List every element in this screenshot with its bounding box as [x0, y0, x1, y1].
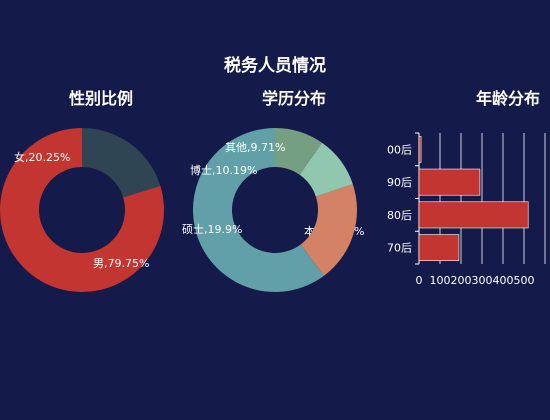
age-category-label-2: 80后 [387, 209, 412, 222]
education-slice-label-3: 其他,9.71% [225, 141, 285, 154]
gender-chart-title: 性别比例 [69, 89, 133, 108]
education-chart-title: 学历分布 [262, 89, 326, 108]
education-slice-1[interactable] [300, 184, 357, 276]
age-category-label-3: 70后 [387, 242, 412, 255]
age-x-tick-label-2: 200 [451, 274, 472, 287]
gender-slice-label-0: 男,79.75% [93, 257, 149, 270]
age-category-label-0: 00后 [387, 143, 412, 156]
education-slice-label-2: 博士,10.19% [190, 164, 257, 177]
gender-slice-1[interactable] [82, 128, 161, 198]
gender-slice-0[interactable] [0, 128, 165, 292]
age-x-tick-label-4: 400 [493, 274, 514, 287]
education-slice-3[interactable] [275, 128, 322, 175]
age-bar-3[interactable] [418, 234, 460, 262]
age-bar-2[interactable] [418, 201, 529, 229]
age-category-label-1: 90后 [387, 176, 412, 189]
age-bar-1[interactable] [418, 168, 481, 196]
education-slice-0[interactable] [192, 128, 325, 292]
main-title: 税务人员情况 [224, 55, 326, 76]
gender-slice-label-1: 女,20.25% [14, 150, 70, 164]
age-chart-title: 年龄分布 [476, 89, 540, 108]
education-slice-2[interactable] [299, 142, 353, 197]
education-slice-label-1: 硕士,19.9% [182, 223, 242, 236]
age-x-tick-label-0: 0 [416, 274, 423, 287]
age-x-tick-label-1: 100 [430, 274, 451, 287]
age-x-tick-label-3: 300 [472, 274, 493, 287]
age-bar-0[interactable] [418, 135, 422, 163]
age-x-tick-label-5: 500 [514, 274, 535, 287]
